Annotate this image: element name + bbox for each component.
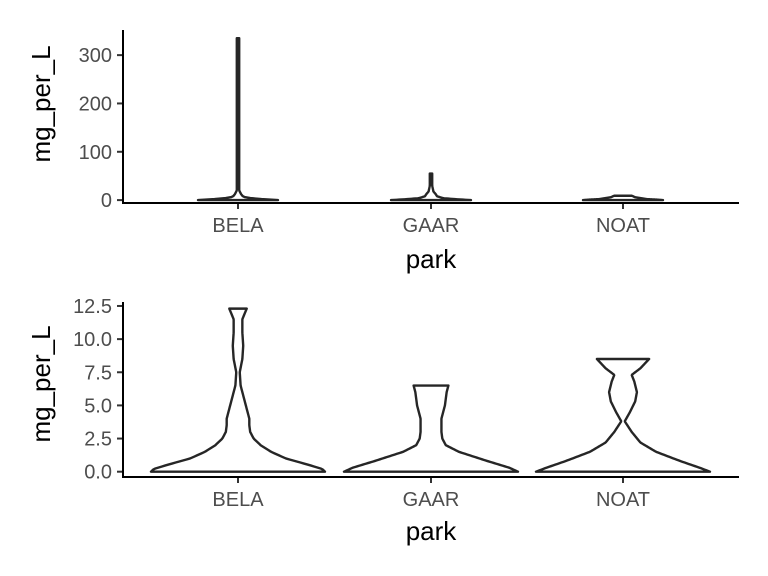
panel-1-x-tick-label: GAAR <box>403 215 460 237</box>
panel-2-y-tick-label: 2.5 <box>84 429 112 451</box>
panel-2: mg_per_L park 0.0 2.5 5.0 7.5 10.0 12.5 BELA G… <box>26 296 739 546</box>
panel-2-y-tick-label: 5.0 <box>84 395 112 417</box>
panel-2-y-axis-title: mg_per_L <box>26 325 56 442</box>
panel-2-x-ticks: BELA GAAR NOAT <box>212 477 650 511</box>
panel-1-y-tick-label: 200 <box>79 93 112 115</box>
panel-2-violin-bela <box>149 307 327 473</box>
panel-1-x-ticks: BELA GAAR NOAT <box>212 203 650 237</box>
panel-2-y-tick-label: 12.5 <box>73 296 112 318</box>
panel-1-x-tick-label: BELA <box>212 215 264 237</box>
panel-2-y-tick-label: 10.0 <box>73 329 112 351</box>
panel-2-x-tick-label: BELA <box>212 489 264 511</box>
panel-2-violins <box>149 307 712 473</box>
panel-1-violin-noat <box>581 194 665 202</box>
panel-2-y-tick-label: 7.5 <box>84 362 112 384</box>
panel-2-y-ticks: 0.0 2.5 5.0 7.5 10.0 12.5 <box>73 296 123 484</box>
panel-1: mg_per_L park 0 100 200 300 BELA GAAR NOAT <box>26 30 739 274</box>
panel-2-x-tick-label: NOAT <box>596 489 650 511</box>
panel-1-y-tick-label: 100 <box>79 142 112 164</box>
panel-2-x-tick-label: GAAR <box>403 489 460 511</box>
panel-1-y-axis-title: mg_per_L <box>26 45 56 162</box>
panel-2-y-tick-label: 0.0 <box>84 462 112 484</box>
panel-2-violin-noat <box>534 357 712 473</box>
panel-1-x-tick-label: NOAT <box>596 215 650 237</box>
panel-2-x-axis-title: park <box>406 516 458 546</box>
panel-1-x-axis-title: park <box>406 244 458 274</box>
panel-1-violin-bela <box>196 37 280 202</box>
panel-1-y-tick-label: 0 <box>101 190 112 212</box>
panel-1-y-tick-label: 300 <box>79 45 112 67</box>
panel-1-violin-gaar <box>389 172 473 202</box>
panel-1-y-ticks: 0 100 200 300 <box>79 45 123 212</box>
panel-1-violins <box>196 37 665 202</box>
panel-2-violin-gaar <box>342 384 520 473</box>
